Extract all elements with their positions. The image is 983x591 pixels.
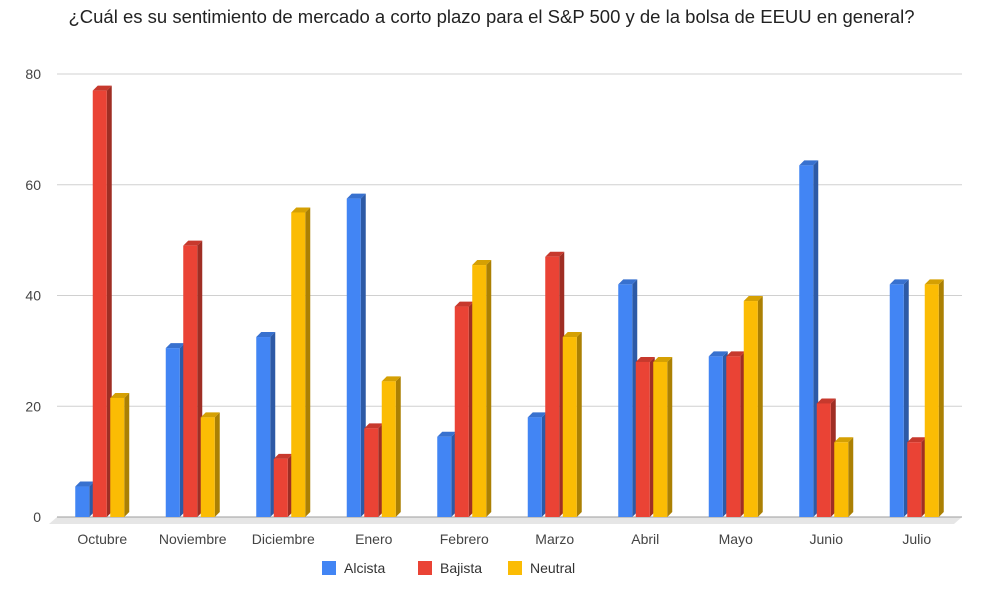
bar-neutral-noviembre[interactable] [200,412,220,517]
legend-swatch-alcista [322,561,336,575]
bar-bajista-octubre[interactable] [92,85,112,518]
bar-bajista-junio[interactable] [816,398,836,517]
bar-neutral-enero[interactable] [381,376,401,517]
bar-bajista-febrero[interactable] [454,301,474,517]
legend-item-alcista[interactable]: Alcista [322,560,385,576]
bar-alcista-julio[interactable] [889,279,909,517]
legend[interactable]: Alcista Bajista Neutral [322,560,575,576]
legend-label-neutral: Neutral [530,560,575,576]
legend-swatch-neutral [508,561,522,575]
bars [75,85,944,518]
chart-title: ¿Cuál es su sentimiento de mercado a cor… [68,6,915,27]
bar-alcista-febrero[interactable] [437,431,457,517]
bar-bajista-enero[interactable] [364,423,384,517]
x-tick-label-junio: Junio [810,531,844,547]
bar-neutral-abril[interactable] [653,356,673,517]
bar-neutral-marzo[interactable] [562,332,582,517]
x-tick-label-enero: Enero [355,531,393,547]
bar-alcista-diciembre[interactable] [256,332,276,517]
bar-alcista-octubre[interactable] [75,481,95,517]
bar-alcista-abril[interactable] [618,279,638,517]
bar-alcista-marzo[interactable] [527,412,547,517]
bar-alcista-noviembre[interactable] [165,343,185,517]
bar-bajista-mayo[interactable] [726,351,746,517]
y-tick-label: 60 [25,177,41,193]
legend-label-bajista: Bajista [440,560,482,576]
floor-plane [49,517,962,524]
bar-neutral-octubre[interactable] [110,392,130,517]
y-tick-label: 40 [25,288,41,304]
bar-alcista-enero[interactable] [346,193,366,517]
bar-alcista-junio[interactable] [799,160,819,517]
x-tick-label-julio: Julio [902,531,931,547]
x-tick-label-noviembre: Noviembre [159,531,227,547]
bar-neutral-julio[interactable] [924,279,944,517]
x-tick-label-febrero: Febrero [440,531,489,547]
bar-bajista-noviembre[interactable] [183,240,203,517]
legend-item-bajista[interactable]: Bajista [418,560,482,576]
y-tick-label: 20 [25,398,41,414]
bar-bajista-marzo[interactable] [545,251,565,518]
x-tick-label-abril: Abril [631,531,659,547]
bar-neutral-mayo[interactable] [743,296,763,517]
bar-alcista-mayo[interactable] [708,351,728,517]
bar-neutral-diciembre[interactable] [291,207,311,517]
legend-swatch-bajista [418,561,432,575]
bar-bajista-abril[interactable] [635,356,655,517]
y-tick-label: 0 [33,509,41,525]
x-axis-tick-labels: Octubre Noviembre Diciembre Enero Febrero Mar… [77,531,931,547]
bar-bajista-diciembre[interactable] [273,453,293,517]
y-tick-label: 80 [25,66,41,82]
x-tick-label-marzo: Marzo [535,531,574,547]
bar-neutral-junio[interactable] [834,437,854,517]
legend-label-alcista: Alcista [344,560,385,576]
chart-floor [49,516,962,524]
legend-item-neutral[interactable]: Neutral [508,560,575,576]
y-axis-tick-labels: 0 20 40 60 80 [25,66,41,525]
x-tick-label-octubre: Octubre [77,531,127,547]
bar-neutral-febrero[interactable] [472,260,492,517]
x-tick-label-mayo: Mayo [719,531,753,547]
x-tick-label-diciembre: Diciembre [252,531,315,547]
bar-bajista-julio[interactable] [907,437,927,517]
